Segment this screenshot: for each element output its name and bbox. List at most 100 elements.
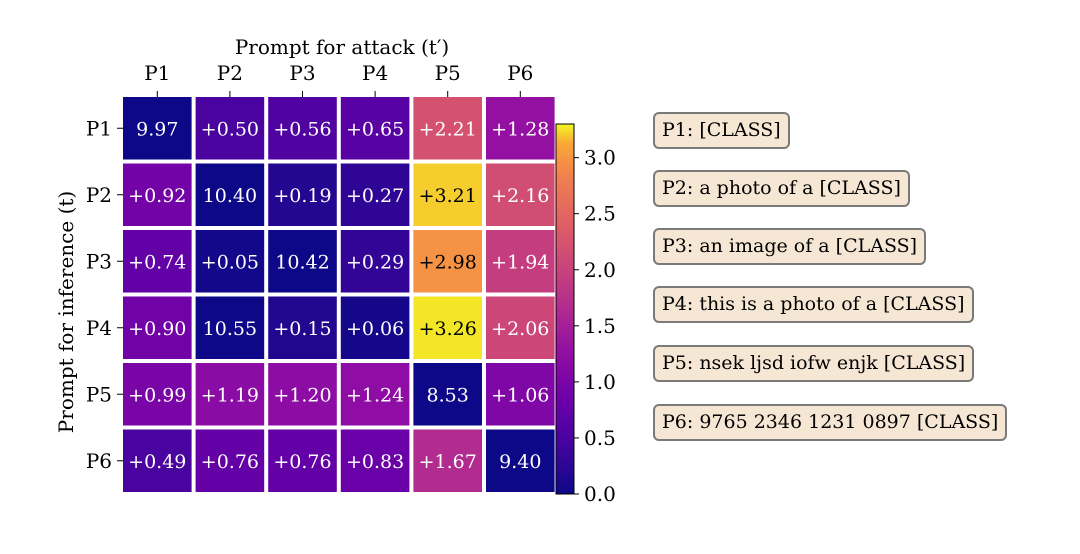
legend-item-p5: P5: nsek ljsd iofw enjk [CLASS] <box>653 345 975 382</box>
cell-label: +0.05 <box>201 251 259 273</box>
legend-item-p4: P4: this is a photo of a [CLASS] <box>653 286 974 323</box>
heatmap-cell <box>268 429 337 492</box>
heatmap-cell <box>413 429 482 492</box>
heatmap-cell <box>268 363 337 426</box>
column-tick-label: P2 <box>217 61 243 85</box>
heatmap-cell <box>486 230 555 293</box>
colorbar: 0.0 0.5 1.0 1.5 2.0 2.5 3.0 <box>555 123 616 506</box>
colorbar-tick-label: 0.0 <box>584 482 616 506</box>
cell-label: +0.50 <box>201 118 259 140</box>
heatmap-cell <box>268 230 337 293</box>
heatmap-cell <box>268 163 337 226</box>
heatmap-cell <box>413 296 482 359</box>
colorbar-tick-label: 0.5 <box>584 426 616 450</box>
heatmap-cell <box>340 296 410 359</box>
heatmap-cell <box>413 97 482 160</box>
cell-label: +1.28 <box>491 118 549 140</box>
legend-item-p2: P2: a photo of a [CLASS] <box>653 170 910 207</box>
legend-item-p6: P6: 9765 2346 1231 0897 [CLASS] <box>653 404 1008 441</box>
cell-label: +0.83 <box>346 451 404 473</box>
heatmap-cell <box>195 429 265 492</box>
colorbar-tick-label: 1.5 <box>584 314 616 338</box>
cell-label: +1.19 <box>201 384 259 406</box>
heatmap-cell <box>340 429 410 492</box>
legend-item-p1: P1: [CLASS] <box>653 112 790 149</box>
heatmap-cell <box>123 363 192 426</box>
row-tick-label: P5 <box>86 382 112 406</box>
cell-label: +0.06 <box>346 318 404 340</box>
cell-label: +2.06 <box>491 318 549 340</box>
colorbar-tick-label: 2.0 <box>584 258 616 282</box>
cell-label: 10.40 <box>203 185 257 207</box>
cell-label: +0.49 <box>128 451 186 473</box>
heatmap-cell <box>123 230 192 293</box>
cell-label: +0.76 <box>201 451 259 473</box>
cell-label: 9.40 <box>499 451 541 473</box>
cell-label: 8.53 <box>427 384 469 406</box>
heatmap-cell <box>486 429 555 492</box>
heatmap-cell <box>268 296 337 359</box>
column-tick-labels: P1 P2 P3 P4 P5 P6 <box>144 61 533 97</box>
heatmap-cell <box>413 230 482 293</box>
cell-label: +1.24 <box>346 384 404 406</box>
cell-label: +1.94 <box>491 251 549 273</box>
row-tick-label: P1 <box>86 116 112 140</box>
colorbar-gradient <box>555 123 575 495</box>
heatmap-cell <box>486 97 555 160</box>
row-tick-label: P6 <box>86 449 112 473</box>
chart-title: Prompt for attack (t′) <box>235 35 449 59</box>
heatmap-cell <box>123 429 192 492</box>
cell-label: +0.15 <box>273 318 331 340</box>
cell-label: 10.42 <box>275 251 329 273</box>
cell-label: +3.26 <box>419 318 477 340</box>
heatmap-cell <box>486 296 555 359</box>
heatmap-cell <box>413 163 482 226</box>
heatmap-cells: 9.97 +0.50 +0.56 +0.65 +2.21 +1.28 +0.92 10.40 +… <box>123 97 555 492</box>
cell-label: +2.21 <box>419 118 477 140</box>
cell-label: +0.76 <box>273 451 331 473</box>
heatmap-cell <box>195 363 265 426</box>
column-tick-label: P6 <box>507 61 533 85</box>
row-tick-labels: P1 P2 P3 P4 P5 P6 <box>86 116 123 473</box>
cell-label: +0.56 <box>273 118 331 140</box>
row-tick-label: P2 <box>86 183 112 207</box>
heatmap-chart: Prompt for attack (t′) Prompt for infere… <box>54 35 616 506</box>
heatmap-cell <box>340 163 410 226</box>
colorbar-tick-label: 2.5 <box>584 202 616 226</box>
cell-label: +0.29 <box>346 251 404 273</box>
cell-label: +0.19 <box>273 185 331 207</box>
heatmap-cell <box>195 163 265 226</box>
colorbar-tick-label: 3.0 <box>584 146 616 170</box>
heatmap-cell <box>413 363 482 426</box>
heatmap-cell <box>195 296 265 359</box>
column-tick-label: P4 <box>362 61 388 85</box>
cell-label: +0.27 <box>346 185 404 207</box>
legend-item-p3: P3: an image of a [CLASS] <box>653 228 927 265</box>
cell-label: +0.99 <box>128 384 186 406</box>
cell-label: +1.06 <box>491 384 549 406</box>
cell-label: +0.92 <box>128 185 186 207</box>
heatmap-cell <box>123 97 192 160</box>
heatmap-cell <box>486 163 555 226</box>
heatmap-cell <box>340 97 410 160</box>
heatmap-cell <box>268 97 337 160</box>
cell-label: +0.65 <box>346 118 404 140</box>
cell-label: +1.20 <box>273 384 331 406</box>
heatmap-cell <box>340 230 410 293</box>
heatmap-cell <box>340 363 410 426</box>
heatmap-cell <box>486 363 555 426</box>
cell-label: +3.21 <box>419 185 477 207</box>
row-tick-label: P4 <box>86 316 112 340</box>
colorbar-tick-label: 1.0 <box>584 370 616 394</box>
heatmap-cell <box>195 230 265 293</box>
column-tick-label: P1 <box>144 61 170 85</box>
y-axis-label: Prompt for inference (t) <box>54 191 78 433</box>
row-tick-label: P3 <box>86 249 112 273</box>
cell-label: +1.67 <box>419 451 477 473</box>
heatmap-cell <box>195 97 265 160</box>
heatmap-cell <box>123 296 192 359</box>
cell-label: 9.97 <box>136 118 178 140</box>
column-tick-label: P5 <box>435 61 461 85</box>
cell-label: +0.74 <box>128 251 186 273</box>
column-tick-label: P3 <box>289 61 315 85</box>
